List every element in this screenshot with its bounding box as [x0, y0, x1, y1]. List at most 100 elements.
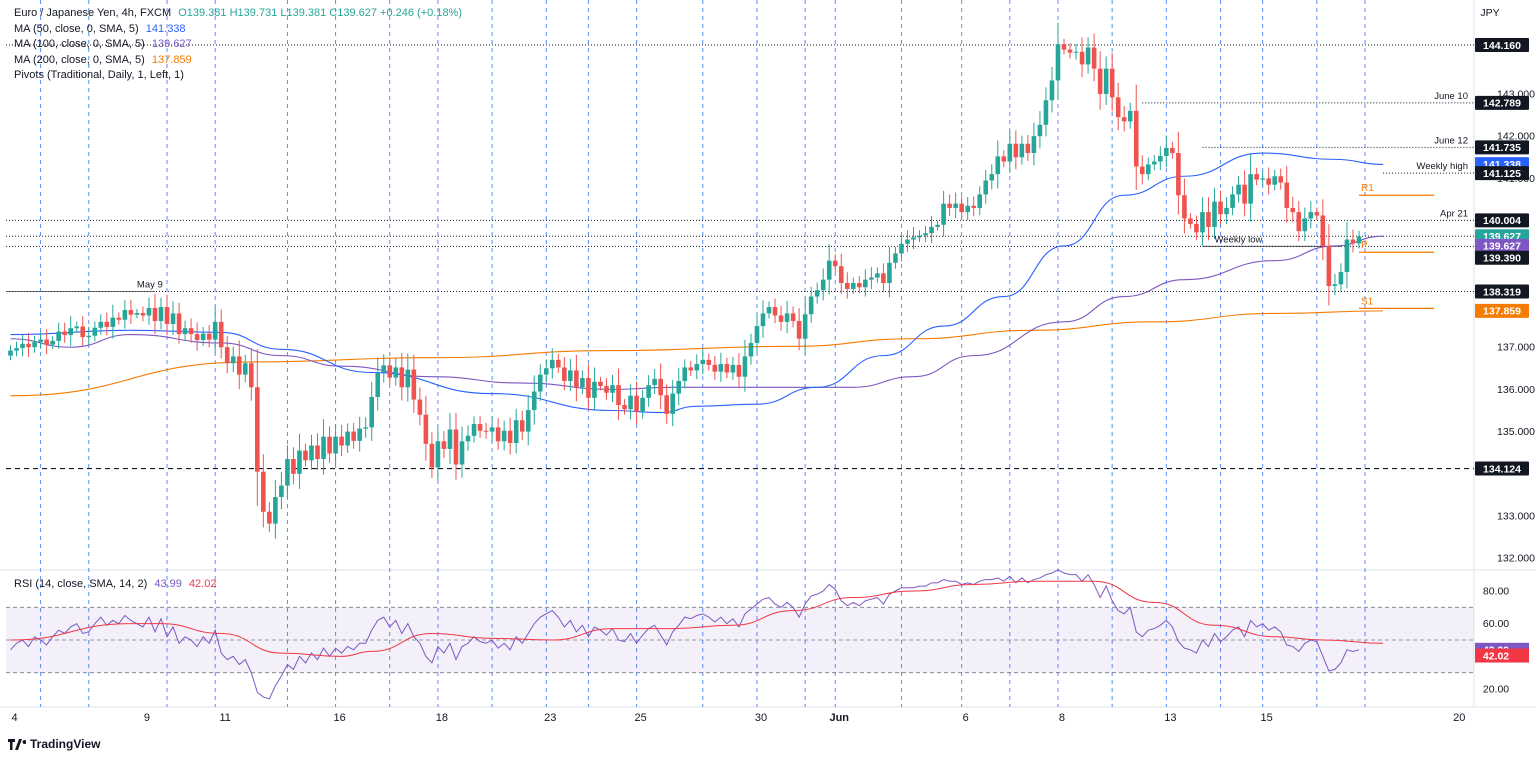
time-tick-label: 30	[755, 712, 767, 724]
candle-body	[700, 359, 706, 365]
candle-body	[423, 414, 429, 444]
candle-body	[483, 430, 489, 432]
symbol-title[interactable]: Euro / Japanese Yen, 4h, FXCM	[14, 7, 172, 19]
candle-body	[1025, 143, 1031, 154]
candle-body	[315, 445, 320, 460]
candle-body	[50, 340, 55, 345]
candle-body	[694, 364, 700, 371]
candle-body	[706, 359, 712, 365]
candle-body	[26, 343, 31, 348]
candle-body	[1212, 201, 1217, 227]
pivot-label: S1	[1361, 296, 1374, 307]
candle-body	[917, 235, 922, 238]
time-tick-label: 23	[544, 712, 556, 724]
candle-body	[1302, 218, 1308, 232]
time-axis[interactable]: 4 9 11 16 18 23 25 30 Jun 6 8 13 15 20	[11, 712, 1465, 724]
candle-body	[1218, 201, 1223, 215]
candle-body	[875, 273, 880, 278]
candle-body	[838, 266, 844, 284]
tradingview-logo[interactable]: TradingView	[8, 737, 100, 751]
candle-body	[1152, 161, 1157, 165]
candle-body	[146, 307, 152, 316]
candle-body	[297, 450, 302, 474]
legend-ma100[interactable]: MA (100, close, 0, SMA, 5) 139.627	[14, 37, 462, 53]
candle-body	[1073, 51, 1079, 53]
candle-body	[1067, 49, 1073, 53]
ma100-line	[10, 235, 1384, 390]
legend-pivots[interactable]: Pivots (Traditional, Daily, 1, Left, 1)	[14, 68, 462, 84]
time-tick-label: 16	[333, 712, 345, 724]
candle-body	[748, 342, 754, 357]
candle-body	[1206, 212, 1211, 227]
price-label-bg	[1475, 238, 1529, 253]
candle-body	[279, 485, 284, 498]
candle-body	[1272, 176, 1277, 185]
candle-body	[1338, 272, 1344, 285]
candle-body	[754, 326, 760, 343]
candle-body	[417, 399, 423, 415]
candle-body	[784, 313, 790, 322]
candle-body	[736, 364, 742, 377]
candle-body	[863, 279, 868, 288]
candle-body	[1001, 156, 1007, 162]
ma50-value: 141.338	[145, 22, 186, 35]
candle-body	[610, 385, 615, 393]
candle-body	[965, 205, 970, 213]
ohlc-values: O139.381 H139.731 L139.381 C139.627 +0.2…	[178, 7, 463, 19]
candle-body	[459, 441, 465, 465]
candle-body	[953, 203, 958, 208]
candle-body	[188, 328, 194, 335]
ma50-line	[10, 152, 1384, 414]
rsi-ma-line	[10, 580, 1384, 657]
candle-body	[616, 385, 621, 406]
time-tick-label: 6	[963, 712, 969, 724]
candle-body	[375, 372, 381, 397]
candle-body	[218, 321, 224, 348]
candle-body	[1308, 212, 1314, 219]
candle-body	[1037, 124, 1043, 137]
candle-body	[1061, 44, 1067, 50]
candle-body	[110, 317, 116, 327]
candle-body	[1170, 147, 1175, 154]
candle-body	[333, 436, 338, 454]
candle-body	[676, 380, 682, 394]
rsi-value-label-text: 42.02	[1483, 650, 1509, 662]
candle-body	[501, 430, 507, 442]
price-label-text: 134.124	[1483, 463, 1521, 475]
candle-body	[32, 342, 37, 348]
price-labels: 144.160142.789141.735141.338141.125140.0…	[1475, 38, 1529, 476]
legend-ma200[interactable]: MA (200, close, 0, SMA, 5) 137.859	[14, 53, 462, 69]
time-tick-label: 15	[1261, 712, 1273, 724]
candles	[8, 22, 1362, 539]
candle-body	[568, 370, 573, 381]
candle-body	[1260, 178, 1265, 180]
candle-body	[513, 420, 519, 443]
time-tick-label: 4	[11, 712, 17, 724]
candle-body	[1139, 166, 1145, 175]
candle-body	[851, 283, 856, 289]
candle-body	[1103, 68, 1109, 94]
candle-body	[158, 307, 164, 322]
candle-body	[718, 364, 724, 372]
candle-body	[86, 335, 92, 338]
candle-body	[321, 436, 326, 460]
candle-body	[236, 356, 242, 375]
candle-body	[664, 395, 669, 414]
price-label-text: 141.125	[1483, 168, 1521, 180]
candle-body	[712, 364, 718, 372]
candle-body	[1224, 207, 1229, 215]
candle-body	[550, 359, 555, 369]
candle-body	[1079, 51, 1085, 65]
rsi-legend[interactable]: RSI (14, close, SMA, 14, 2) 43.99 42.02	[14, 578, 216, 590]
candle-body	[1266, 178, 1271, 185]
candle-body	[634, 395, 639, 412]
price-tick-label: 135.000	[1497, 426, 1535, 438]
candle-body	[176, 313, 182, 335]
time-tick-label: 11	[219, 712, 230, 724]
candle-body	[507, 430, 513, 443]
legend-ma50[interactable]: MA (50, close, 0, SMA, 5) 141.338	[14, 22, 462, 38]
price-label-bg	[1475, 303, 1529, 318]
candle-body	[905, 239, 910, 244]
price-tick-label: 142.000	[1497, 131, 1535, 143]
